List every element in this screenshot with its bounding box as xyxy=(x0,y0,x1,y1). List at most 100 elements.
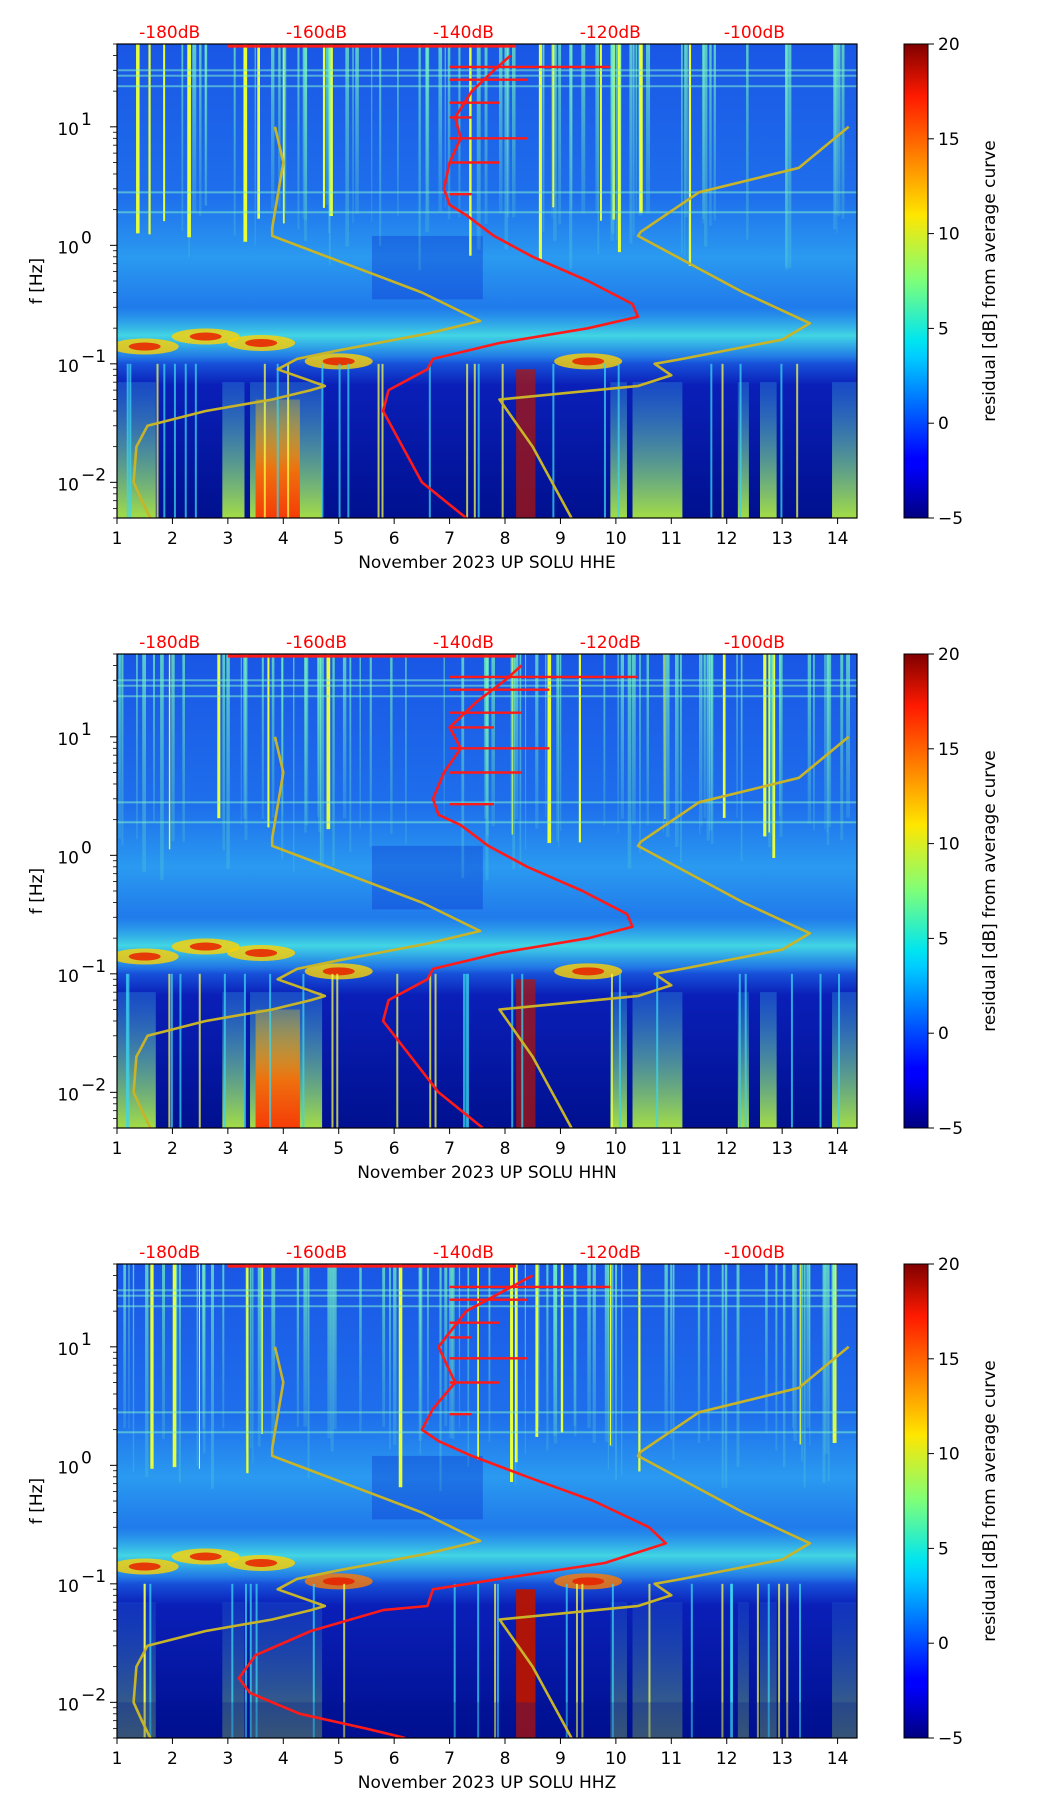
hf-streak xyxy=(498,44,503,213)
hf-streak xyxy=(525,654,527,850)
db-scale-label: -160dB xyxy=(286,1243,347,1263)
hf-streak xyxy=(700,654,703,827)
hf-streak xyxy=(369,654,372,848)
y-tick-label: 10 xyxy=(57,848,79,868)
y-tick-label: 10 xyxy=(57,1695,79,1715)
lf-spike xyxy=(466,973,469,1128)
hf-streak xyxy=(162,1264,166,1439)
heatmap-image xyxy=(117,1264,857,1738)
hf-streak xyxy=(574,1264,577,1437)
hf-streak xyxy=(405,654,407,845)
x-tick-label: 13 xyxy=(771,529,793,549)
microseism-peak-core xyxy=(189,942,222,951)
colorbar-label: residual [dB] from average curve xyxy=(980,140,1000,421)
hf-streak xyxy=(813,654,815,831)
hf-streak xyxy=(330,1264,334,1452)
hf-streak xyxy=(610,44,615,234)
hf-streak xyxy=(352,44,354,224)
db-scale-label: -120dB xyxy=(580,633,641,653)
hf-streak xyxy=(390,654,393,834)
y-tick-base: 10 xyxy=(57,967,79,987)
hum-line xyxy=(117,1305,857,1308)
hf-streak xyxy=(461,654,465,879)
colorbar-tick-label: 10 xyxy=(938,1445,960,1465)
event-column xyxy=(759,382,777,518)
hf-streak xyxy=(469,44,472,256)
lf-spike xyxy=(477,363,480,518)
hf-streak xyxy=(302,44,305,220)
lf-spike xyxy=(799,1583,802,1738)
hum-line xyxy=(117,85,857,88)
db-scale-label: -140dB xyxy=(433,1243,494,1263)
event-column xyxy=(222,382,245,518)
hum-line xyxy=(117,69,857,72)
hf-streak xyxy=(604,1264,609,1442)
hf-streak xyxy=(458,1264,461,1428)
hf-streak xyxy=(664,1264,668,1434)
x-tick-label: 7 xyxy=(444,1139,455,1159)
hf-streak xyxy=(222,654,226,851)
lf-spike xyxy=(618,973,621,1128)
y-tick-label: 10 xyxy=(57,1085,79,1105)
lf-spike xyxy=(347,363,350,518)
x-tick-label: 5 xyxy=(333,1139,344,1159)
hf-streak xyxy=(768,654,770,833)
lf-spike xyxy=(656,973,659,1128)
lf-spike xyxy=(710,363,713,518)
hf-streak xyxy=(217,654,221,819)
hf-streak xyxy=(746,44,749,240)
lf-spike xyxy=(223,973,226,1128)
x-tick-label: 8 xyxy=(500,1139,511,1159)
hf-streak xyxy=(257,1264,261,1447)
hf-streak xyxy=(822,1264,826,1483)
lf-spike xyxy=(473,363,476,518)
lf-spike xyxy=(465,973,468,1128)
hf-streak xyxy=(254,44,256,246)
hf-streak xyxy=(246,1264,249,1474)
event-column xyxy=(832,382,857,518)
lf-spike xyxy=(739,363,742,518)
hf-streak xyxy=(322,44,326,208)
x-tick-label: 5 xyxy=(333,529,344,549)
hf-streak xyxy=(770,654,774,836)
lf-spike xyxy=(477,1583,480,1738)
hf-streak xyxy=(514,654,519,820)
hf-streak xyxy=(438,44,443,213)
colorbar-tick-label: 20 xyxy=(938,645,960,665)
lf-spike xyxy=(796,363,799,518)
hf-streak xyxy=(837,44,841,217)
microseism-peak-core xyxy=(245,948,278,957)
x-tick-label: 11 xyxy=(660,529,682,549)
hf-streak xyxy=(646,44,651,214)
lf-spike xyxy=(126,363,129,518)
hf-streak xyxy=(118,654,121,839)
lf-spike xyxy=(819,973,822,1128)
hf-streak xyxy=(675,654,679,847)
hf-streak xyxy=(699,654,701,835)
hf-streak xyxy=(792,1264,794,1429)
x-tick-label: 3 xyxy=(222,1749,233,1769)
hf-streak xyxy=(304,654,307,833)
hf-streak xyxy=(150,1264,154,1469)
microseism-band xyxy=(117,1527,857,1584)
hum-line xyxy=(117,1289,857,1292)
lf-spike xyxy=(729,1583,732,1738)
y-tick-exponent: 1 xyxy=(81,720,92,740)
hf-streak xyxy=(632,44,635,236)
microseism-peak-core xyxy=(128,952,161,961)
hf-streak xyxy=(620,654,624,819)
nlnm-curve xyxy=(132,1346,482,1738)
red-column xyxy=(516,979,536,1128)
hf-streak xyxy=(672,1264,675,1460)
hf-streak xyxy=(703,654,706,819)
hf-streak xyxy=(278,44,281,208)
x-tick-label: 4 xyxy=(278,529,289,549)
hf-streak xyxy=(418,1264,423,1441)
colorbar-tick-label: 15 xyxy=(938,1350,960,1370)
hf-streak xyxy=(610,1264,614,1447)
x-tick-label: 14 xyxy=(827,1139,849,1159)
hf-streak xyxy=(736,1264,740,1468)
x-tick-label: 14 xyxy=(827,1749,849,1769)
hf-streak xyxy=(148,44,151,235)
